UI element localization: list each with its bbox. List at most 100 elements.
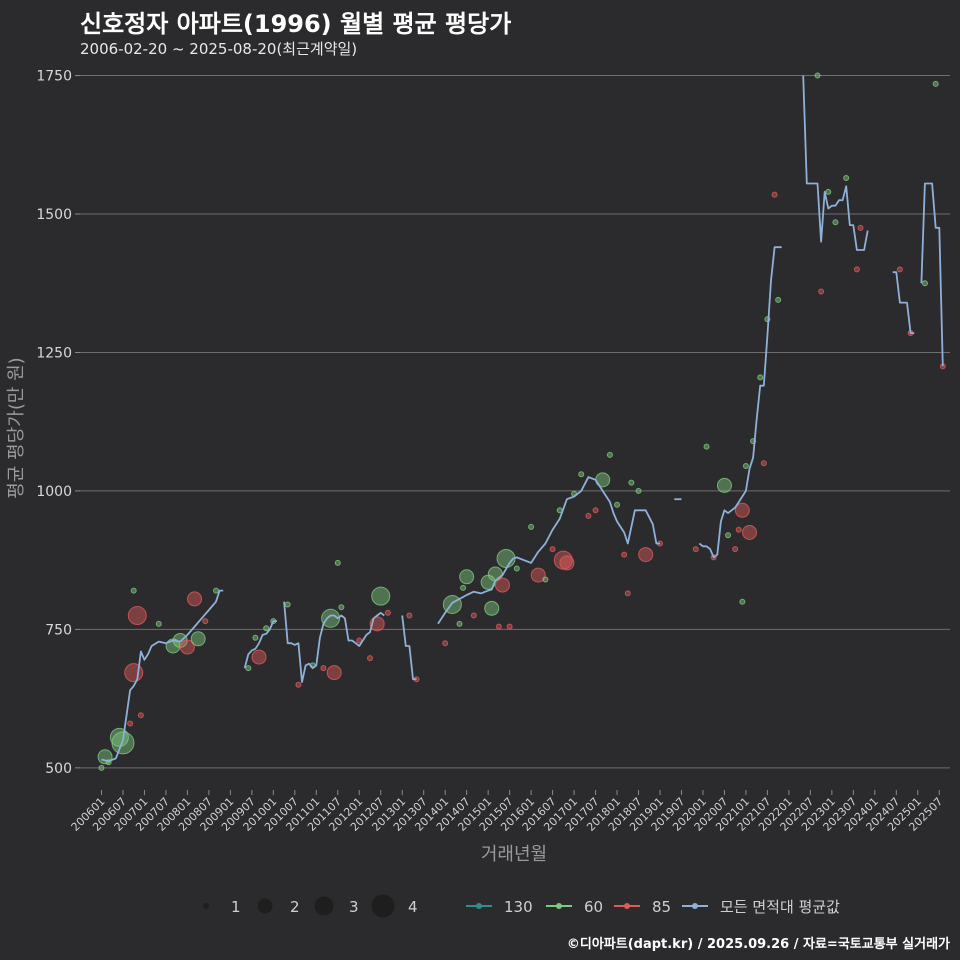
scatter-point-92 [832,219,839,226]
scatter-point-47 [495,623,502,630]
legend-size-label-2: 2 [290,898,300,916]
scatter-point-65 [614,501,621,508]
scatter-point-15 [190,631,206,647]
scatter-point-62 [592,507,599,514]
legend-size-marker-3 [314,896,334,916]
scatter-point-26 [320,665,327,672]
legend-color-label-2: 85 [652,898,671,916]
scatter-point-51 [513,565,520,572]
scatter-point-58 [559,555,575,571]
legend-color-marker-3 [692,903,698,909]
scatter-point-5 [127,720,134,727]
scatter-point-10 [155,620,162,627]
scatter-point-38 [442,640,449,647]
scatter-point-19 [252,634,259,641]
scatter-point-4 [111,731,135,755]
scatter-point-28 [326,665,342,681]
scatter-point-93 [843,175,850,181]
scatter-point-27 [321,608,341,628]
scatter-point-9 [137,712,144,719]
scatter-point-30 [338,604,345,611]
legend-color-label-0: 130 [504,898,533,916]
scatter-point-8 [127,606,147,626]
avg-line-segment-6 [698,246,782,559]
scatter-point-55 [549,546,556,553]
scatter-point-69 [635,487,642,494]
avg-line-segment-8 [892,271,915,335]
scatter-point-95 [857,224,864,231]
scatter-point-23 [284,601,291,608]
scatter-point-64 [606,451,613,458]
scatter-point-76 [725,532,732,539]
y-tick-label-1000: 1000 [36,484,72,500]
scatter-point-78 [735,526,742,533]
scatter-point-17 [213,587,220,594]
scatter-point-87 [771,191,778,198]
scatter-point-42 [459,569,475,585]
scatter-point-61 [585,512,592,519]
scatter-point-72 [692,546,699,553]
scatter-point-79 [734,502,750,518]
scatter-point-68 [628,479,635,486]
avg-line-segment-3 [401,615,417,681]
scatter-point-60 [578,471,585,478]
avg-line-segment-1 [243,620,277,669]
scatter-point-66 [621,551,628,558]
y-tick-label-1250: 1250 [36,345,72,361]
avg-line-segment-7 [802,75,869,251]
grid-lines [80,75,950,769]
scatter-point-80 [739,598,746,605]
scatter-point-91 [825,188,832,195]
scatter-points [97,72,946,771]
y-axis-ticks: 500 750 1000 1250 1500 1750 [36,69,80,777]
scatter-point-70 [638,547,654,563]
scatter-point-32 [367,655,373,662]
avg-line-segment-2 [283,601,385,683]
legend-color-marker-0 [476,903,482,909]
scatter-point-73 [703,443,710,450]
scatter-point-50 [506,623,513,630]
scatter-point-98 [921,280,928,287]
scatter-point-43 [470,612,477,619]
legend-size-marker-1 [203,903,209,909]
legend-size-label-1: 1 [231,898,241,916]
avg-line-segment-9 [920,182,944,367]
y-tick-label-500: 500 [45,761,72,777]
y-axis-label: 평균 평당가(만 원) [6,357,27,498]
legend-color-label-3: 모든 면적대 평균값 [720,898,840,916]
scatter-point-40 [456,620,463,627]
scatter-point-52 [528,523,535,530]
x-axis-label: 거래년월 [481,844,547,865]
scatter-point-77 [732,546,739,553]
scatter-point-67 [624,590,631,597]
legend-color-label-1: 60 [584,898,603,916]
legend: 1 2 3 4 130 60 85 모든 면적대 평균값 [203,894,840,918]
scatter-point-53 [530,567,546,583]
scatter-point-88 [775,296,782,303]
scatter-point-41 [460,584,467,591]
avg-line-segment-0 [101,589,224,763]
scatter-point-7 [130,587,137,594]
scatter-point-75 [716,477,732,493]
scatter-point-6 [124,663,144,683]
legend-color-marker-1 [556,903,562,909]
y-tick-label-1500: 1500 [36,207,72,223]
scatter-point-13 [179,639,195,655]
scatter-point-16 [202,618,209,625]
y-tick-label-750: 750 [45,622,72,638]
legend-size-label-4: 4 [408,898,418,916]
scatter-point-81 [742,463,749,469]
scatter-point-89 [814,72,821,79]
scatter-point-90 [818,288,825,295]
legend-color-marker-2 [624,903,630,909]
scatter-point-0 [98,764,105,771]
scatter-point-35 [384,609,391,616]
scatter-point-29 [334,559,341,566]
y-tick-label-1750: 1750 [36,69,72,85]
scatter-point-48 [494,577,510,593]
x-axis-ticks: 2006012006072007012007072008012008072009… [69,790,945,834]
legend-size-label-3: 3 [349,898,359,916]
scatter-point-36 [406,612,413,619]
